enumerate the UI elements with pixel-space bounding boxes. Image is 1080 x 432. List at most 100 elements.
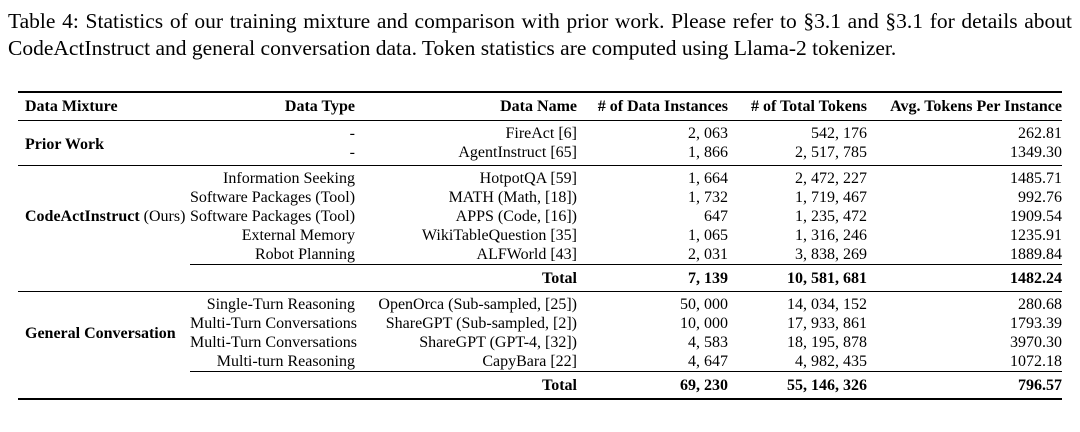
total-label: Total	[355, 371, 577, 399]
cell-tokens: 1, 719, 467	[795, 189, 867, 206]
total-instances: 7, 139	[577, 264, 728, 292]
cell-data-name: ShareGPT (Sub-sampled, [2])	[385, 315, 577, 332]
cell-data-type: Robot Planning	[254, 246, 355, 263]
col-header-avg-tokens: Avg. Tokens Per Instance	[867, 92, 1062, 121]
col-header-instances: # of Data Instances	[577, 92, 728, 121]
mixture-label: Prior Work	[18, 121, 190, 166]
empty-cell	[18, 265, 190, 292]
mixture-name: Prior Work	[25, 136, 104, 153]
table-row: CodeActInstruct (Ours) Information Seekin…	[18, 165, 1062, 265]
table-row: Software Packages (Tool) APPS (Code, [16]…	[18, 207, 1062, 226]
section-2: General Conversation Single-Turn Reasonin…	[18, 291, 1062, 400]
cell-tokens: 18, 195, 878	[787, 334, 867, 351]
cell-avg: 3970.30	[1010, 334, 1062, 351]
table-row: Prior Work - FireAct [6] 2, 063 542, 176 262.…	[18, 121, 1062, 153]
total-label: Total	[355, 264, 577, 292]
cell-data-type: External Memory	[241, 227, 355, 244]
empty-cell	[190, 264, 355, 292]
total-tokens: 55, 146, 326	[728, 371, 867, 399]
table-row: Multi-Turn Conversations ShareGPT (Sub-sa…	[18, 314, 1062, 333]
mixture-label: CodeActInstruct (Ours)	[18, 165, 190, 265]
cell-tokens: 2, 517, 785	[795, 144, 867, 161]
cell-tokens: 4, 982, 435	[795, 353, 867, 370]
cell-data-name: CapyBara [22]	[482, 353, 577, 370]
cell-data-name: AgentInstruct [65]	[458, 144, 577, 161]
col-header-data-mixture: Data Mixture	[18, 92, 190, 121]
empty-cell	[18, 372, 190, 400]
cell-avg: 1235.91	[1010, 227, 1062, 244]
cell-data-name: MATH (Math, [18])	[448, 189, 577, 206]
table-row: Robot Planning ALFWorld [43] 2, 031 3, 838,…	[18, 245, 1062, 265]
cell-data-name: APPS (Code, [16])	[455, 208, 577, 225]
cell-avg: 262.81	[1018, 125, 1062, 142]
section-1: CodeActInstruct (Ours) Information Seekin…	[18, 165, 1062, 292]
cell-instances: 1, 664	[577, 165, 728, 188]
cell-data-name: ALFWorld [43]	[476, 246, 577, 263]
total-avg: 796.57	[867, 371, 1062, 399]
cell-avg: 280.68	[867, 291, 1062, 314]
mixture-suffix: (Ours)	[139, 208, 186, 226]
total-instances: 69, 230	[577, 371, 728, 399]
cell-data-type: -	[349, 144, 355, 161]
cell-avg: 1485.71	[867, 165, 1062, 188]
col-header-data-type: Data Type	[190, 92, 355, 121]
table-row: Software Packages (Tool) MATH (Math, [18]…	[18, 188, 1062, 207]
cell-avg: 1909.54	[1010, 208, 1062, 225]
cell-tokens: 542, 176	[811, 125, 867, 142]
cell-avg: 1072.18	[1010, 353, 1062, 370]
cell-data-type: Information Seeking	[190, 165, 355, 188]
total-tokens: 10, 581, 681	[728, 264, 867, 292]
cell-data-type: Single-Turn Reasoning	[190, 291, 355, 314]
cell-tokens: 3, 838, 269	[795, 246, 867, 263]
cell-avg: 1793.39	[1010, 315, 1062, 332]
cell-instances: 4, 583	[688, 334, 728, 351]
cell-data-name: WikiTableQuestion [35]	[421, 227, 577, 244]
total-avg: 1482.24	[867, 264, 1062, 292]
cell-avg: 1349.30	[1010, 144, 1062, 161]
cell-instances: 2, 063	[688, 125, 728, 142]
table-row: Multi-turn Reasoning CapyBara [22] 4, 647 4…	[18, 352, 1062, 372]
mixture-label: General Conversation	[18, 291, 190, 372]
cell-instances: 1, 065	[688, 227, 728, 244]
cell-avg: 992.76	[1018, 189, 1062, 206]
cell-data-name: HotpotQA [59]	[355, 165, 577, 188]
paper-page: Table 4: Statistics of our training mixt…	[0, 8, 1080, 400]
table-row: External Memory WikiTableQuestion [35] 1, …	[18, 226, 1062, 245]
cell-instances: 2, 031	[688, 246, 728, 263]
cell-avg: 1889.84	[1010, 246, 1062, 263]
table-row: - AgentInstruct [65] 1, 866 2, 517, 785 1349…	[18, 143, 1062, 166]
table-row: Multi-Turn Conversations ShareGPT (GPT-4,…	[18, 333, 1062, 352]
col-header-data-name: Data Name	[355, 92, 577, 121]
cell-instances: 50, 000	[577, 291, 728, 314]
cell-tokens: 2, 472, 227	[728, 165, 867, 188]
total-row: Total 69, 230 55, 146, 326 796.57	[18, 371, 1062, 400]
cell-tokens: 1, 235, 472	[795, 208, 867, 225]
training-mixture-table: Data Mixture Data Type Data Name # of Da…	[18, 91, 1062, 400]
cell-data-type: -	[349, 125, 355, 142]
cell-data-type: Software Packages (Tool)	[190, 189, 356, 206]
cell-instances: 1, 866	[688, 144, 728, 161]
cell-data-name: ShareGPT (GPT-4, [32])	[419, 334, 577, 351]
cell-instances: 10, 000	[680, 315, 728, 332]
cell-data-name: OpenOrca (Sub-sampled, [25])	[355, 291, 577, 314]
table-caption: Table 4: Statistics of our training mixt…	[8, 9, 1072, 60]
cell-data-type: Multi-turn Reasoning	[216, 353, 355, 370]
table-row: General Conversation Single-Turn Reasonin…	[18, 291, 1062, 372]
cell-tokens: 1, 316, 246	[795, 227, 867, 244]
total-row: Total 7, 139 10, 581, 681 1482.24	[18, 264, 1062, 292]
header-row: Data Mixture Data Type Data Name # of Da…	[18, 92, 1062, 121]
mixture-name: CodeActInstruct	[25, 208, 140, 226]
cell-data-type: Multi-Turn Conversations	[190, 315, 357, 332]
cell-tokens: 14, 034, 152	[728, 291, 867, 314]
cell-instances: 4, 647	[688, 353, 728, 370]
cell-data-name: FireAct [6]	[505, 125, 577, 142]
mixture-name: General Conversation	[25, 324, 176, 342]
cell-tokens: 17, 933, 861	[787, 315, 867, 332]
cell-data-type: Software Packages (Tool)	[190, 208, 356, 225]
empty-cell	[190, 371, 355, 399]
col-header-tokens: # of Total Tokens	[728, 92, 867, 121]
cell-instances: 647	[704, 208, 728, 225]
cell-data-type: Multi-Turn Conversations	[190, 334, 357, 351]
section-0: Prior Work - FireAct [6] 2, 063 542, 176 262.…	[18, 121, 1062, 166]
cell-instances: 1, 732	[688, 189, 728, 206]
